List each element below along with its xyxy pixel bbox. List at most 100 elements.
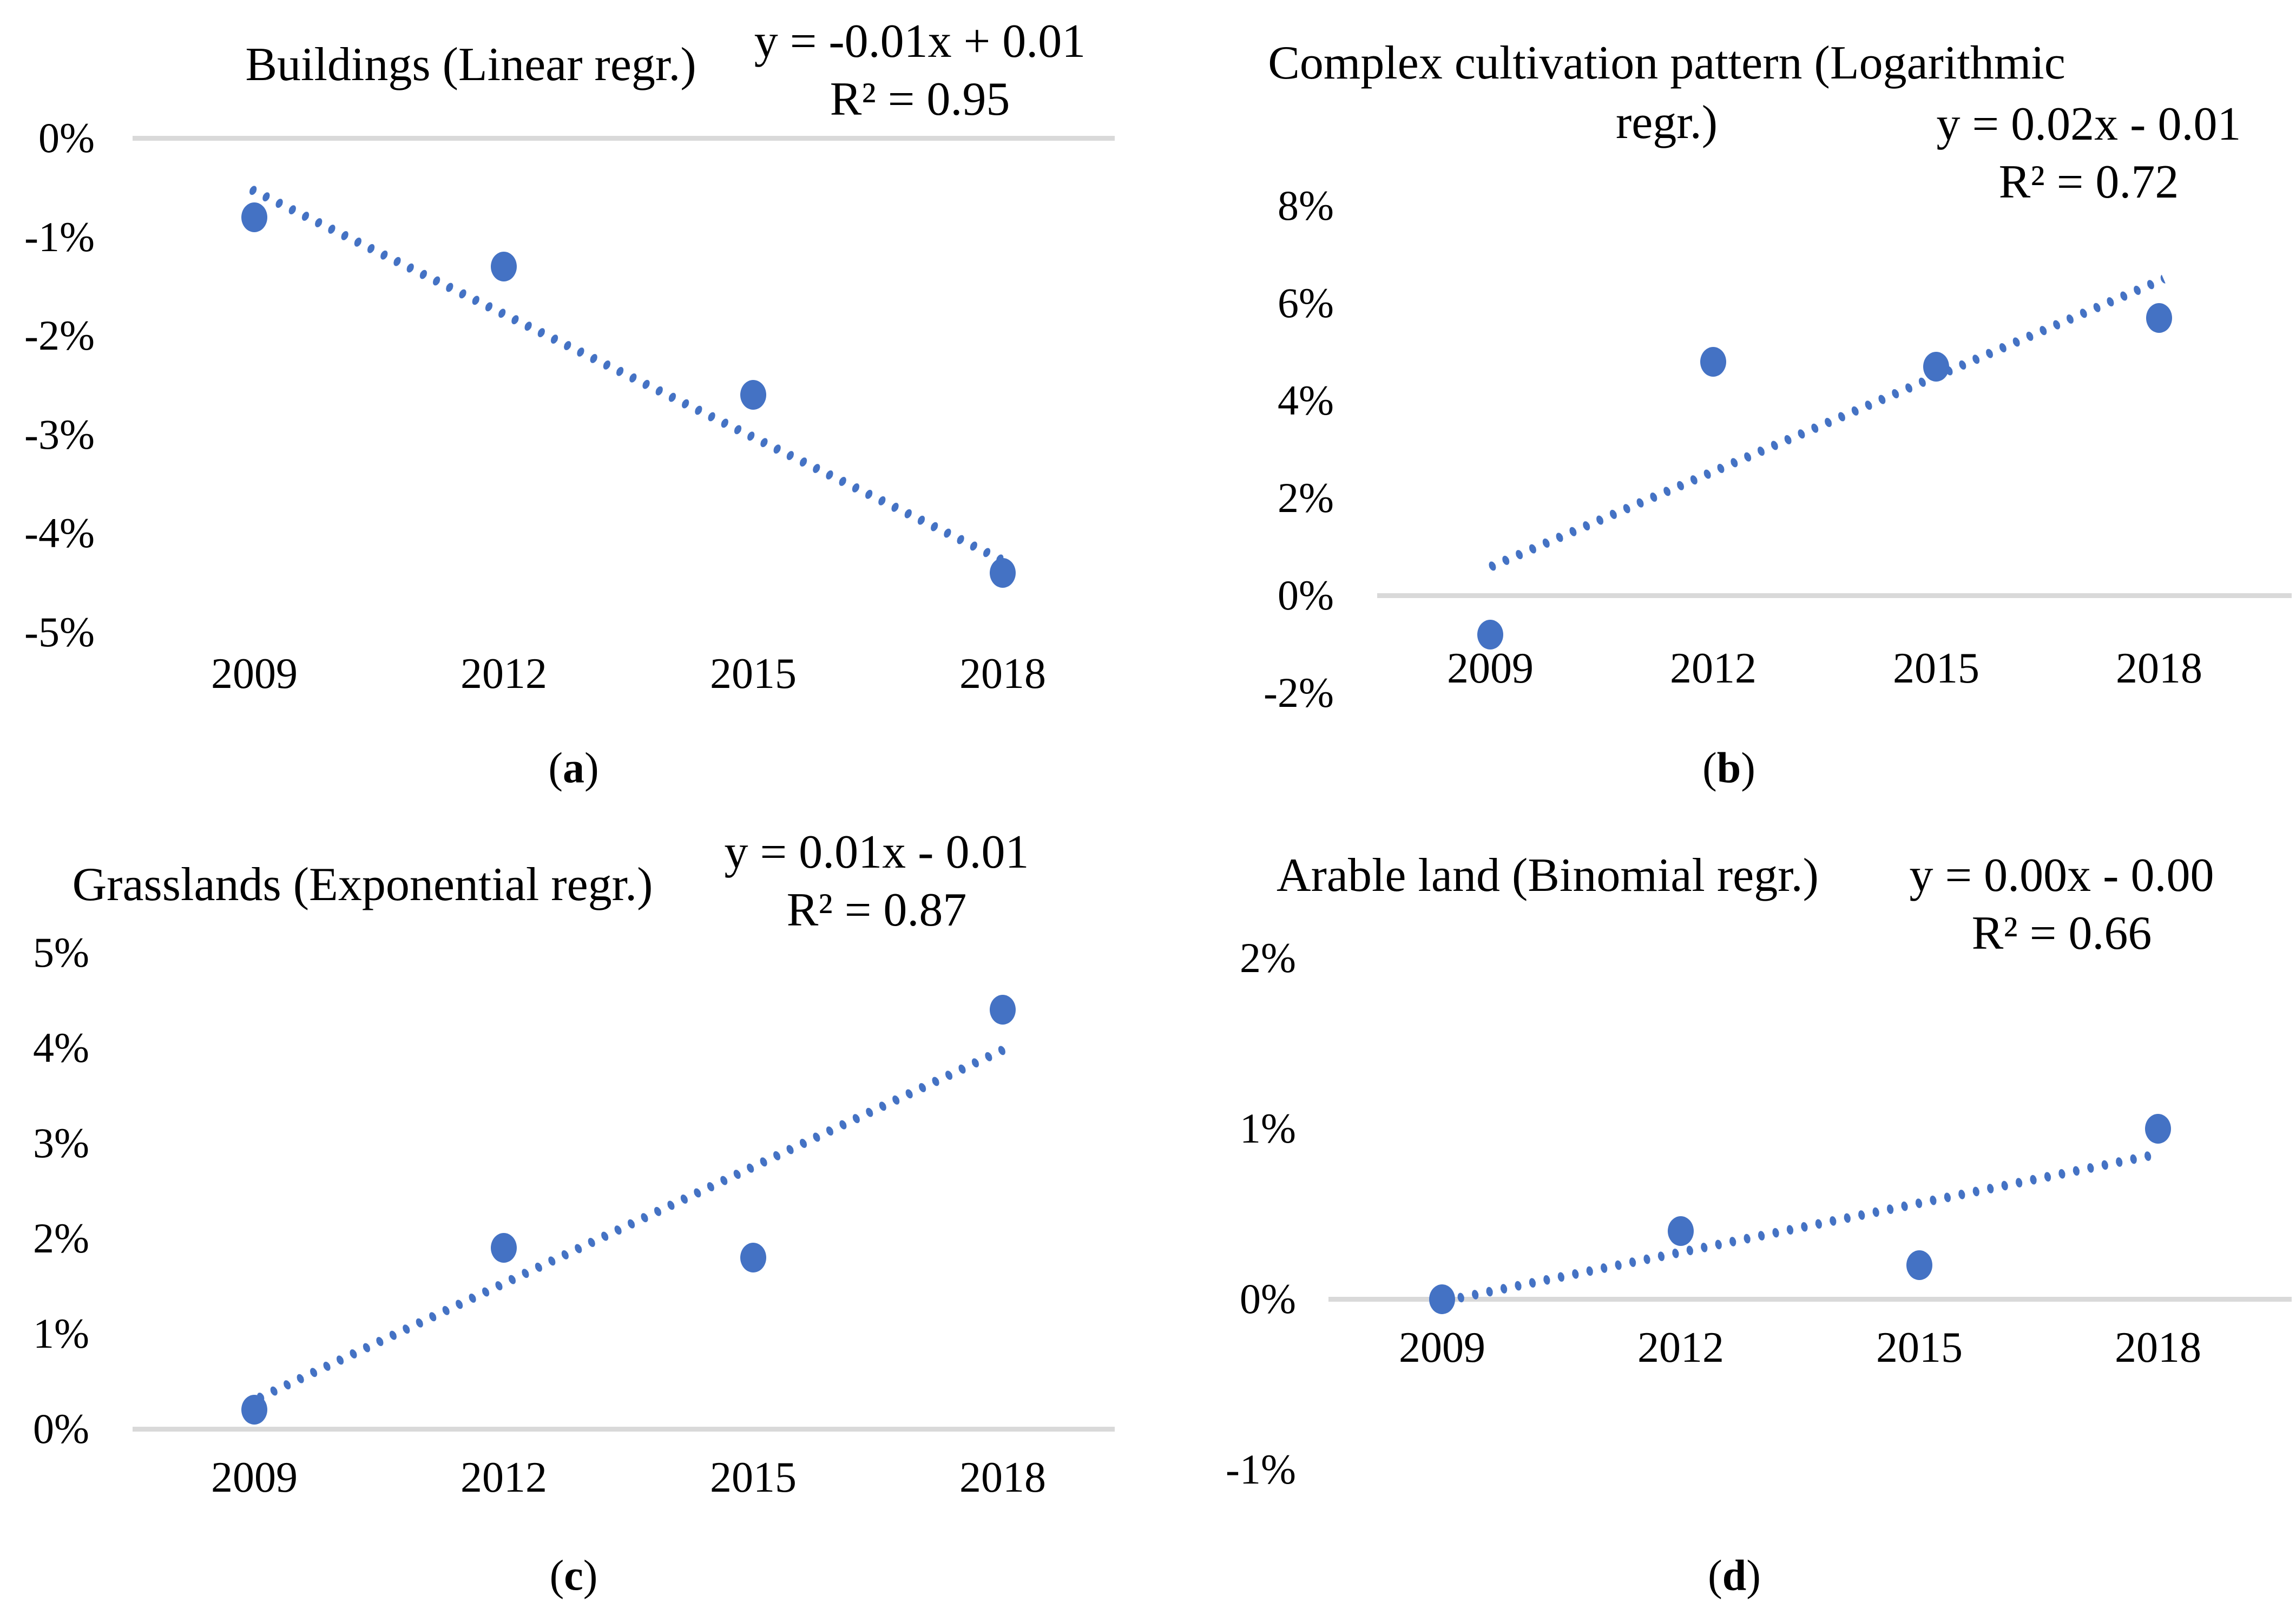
panel-caption: (b) xyxy=(1702,744,1755,793)
regression-equation: y = -0.01x + 0.01 R² = 0.95 xyxy=(754,12,1086,128)
x-axis-tick-label: 2015 xyxy=(1876,1324,1963,1372)
caption-letter: b xyxy=(1716,744,1741,792)
data-point xyxy=(1700,346,1726,377)
chart-panel-buildings: Buildings (Linear regr.) y = -0.01x + 0.… xyxy=(0,0,1147,807)
y-axis-tick-label: -1% xyxy=(1226,1446,1296,1493)
plot-area: 2% 1% 0% -1% 2009 2012 2015 2018 xyxy=(1147,806,2296,1614)
x-axis-tick-label: 2009 xyxy=(211,650,298,698)
y-axis-tick-label: 6% xyxy=(1278,279,1334,326)
y-axis-tick-label: 8% xyxy=(1278,182,1334,229)
data-point xyxy=(1477,619,1503,649)
x-axis-tick-label: 2018 xyxy=(959,1454,1046,1501)
data-point xyxy=(990,557,1016,588)
chart-title: Complex cultivation pattern (Logarithmic… xyxy=(1268,34,2065,153)
data-point xyxy=(1429,1284,1455,1314)
y-axis-tick-label: 1% xyxy=(33,1310,89,1357)
chart-title: Arable land (Binomial regr.) xyxy=(1277,846,1819,906)
data-point xyxy=(491,1233,517,1263)
chart-title-line: Grasslands (Exponential regr.) xyxy=(72,858,653,911)
x-axis-tick-label: 2018 xyxy=(2116,645,2202,692)
equation-text: y = 0.01x - 0.01 xyxy=(724,826,1029,878)
chart-title-line: Arable land (Binomial regr.) xyxy=(1277,849,1819,902)
r-squared-text: R² = 0.87 xyxy=(786,884,967,936)
trendline-dotted xyxy=(252,1042,1010,1406)
regression-equation: y = 0.00x - 0.00 R² = 0.66 xyxy=(1910,847,2214,962)
y-axis-tick-label: -5% xyxy=(24,608,95,655)
y-axis-tick-label: 2% xyxy=(1240,934,1296,981)
chart-title: Buildings (Linear regr.) xyxy=(245,35,696,95)
equation-text: y = -0.01x + 0.01 xyxy=(754,15,1086,68)
data-point xyxy=(491,251,517,281)
r-squared-text: R² = 0.95 xyxy=(830,73,1010,126)
data-point xyxy=(990,995,1016,1025)
x-axis-tick-label: 2015 xyxy=(710,650,797,698)
panel-caption: (c) xyxy=(550,1552,598,1601)
regression-equation: y = 0.02x - 0.01 R² = 0.72 xyxy=(1937,95,2241,211)
y-axis-tick-label: 2% xyxy=(33,1215,89,1262)
regression-equation: y = 0.01x - 0.01 R² = 0.87 xyxy=(725,823,1029,939)
x-axis-tick-label: 2009 xyxy=(1399,1324,1485,1372)
data-point xyxy=(2145,1113,2171,1144)
data-point xyxy=(1668,1216,1694,1246)
equation-text: y = 0.00x - 0.00 xyxy=(1909,849,2214,902)
y-axis-tick-label: -2% xyxy=(1264,669,1334,716)
equation-text: y = 0.02x - 0.01 xyxy=(1936,98,2241,150)
y-axis-tick-label: 0% xyxy=(1240,1275,1296,1322)
plot-area: 5% 4% 3% 2% 1% 0% 2009 2012 2015 2018 xyxy=(0,806,1147,1614)
caption-paren-open: ( xyxy=(548,744,563,792)
chart-title-line: regr.) xyxy=(1615,96,1718,149)
x-axis-line xyxy=(133,136,1115,141)
x-axis-tick-label: 2015 xyxy=(1893,645,1979,692)
r-squared-text: R² = 0.66 xyxy=(1971,907,2152,960)
plot-area: 0% -1% -2% -3% -4% -5% 2009 2012 2015 2018 xyxy=(0,0,1147,807)
y-axis-tick-label: 4% xyxy=(1278,377,1334,424)
data-point xyxy=(740,380,766,410)
x-axis-tick-label: 2012 xyxy=(460,650,547,698)
x-axis-tick-label: 2012 xyxy=(1637,1324,1724,1372)
caption-paren-close: ) xyxy=(1741,744,1755,792)
y-axis-tick-label: 0% xyxy=(1278,572,1334,619)
data-point xyxy=(241,202,267,232)
y-axis-tick-label: 3% xyxy=(33,1119,89,1166)
caption-paren-open: ( xyxy=(1708,1552,1722,1600)
y-axis-tick-label: -3% xyxy=(24,410,95,458)
r-squared-text: R² = 0.72 xyxy=(1998,156,2179,208)
panel-caption: (d) xyxy=(1708,1552,1761,1601)
y-axis-tick-label: 5% xyxy=(33,929,89,976)
x-axis-tick-label: 2018 xyxy=(2115,1324,2201,1372)
y-axis-tick-label: -4% xyxy=(24,509,95,557)
data-point xyxy=(740,1242,766,1272)
trendline-dotted xyxy=(1453,1149,2159,1304)
caption-paren-close: ) xyxy=(584,744,599,792)
y-axis-tick-label: -2% xyxy=(24,312,95,359)
trendline-dotted xyxy=(1483,273,2166,574)
y-axis-tick-label: -1% xyxy=(24,213,95,260)
data-point xyxy=(1906,1250,1932,1280)
x-axis-line xyxy=(1328,1297,2292,1302)
y-axis-tick-label: 0% xyxy=(33,1405,89,1452)
caption-paren-open: ( xyxy=(1702,744,1717,792)
panel-caption: (a) xyxy=(548,744,598,793)
x-axis-tick-label: 2018 xyxy=(959,650,1046,698)
chart-title: Grasslands (Exponential regr.) xyxy=(73,855,653,915)
data-point xyxy=(1923,351,1949,382)
chart-panel-complex-cultivation: Complex cultivation pattern (Logarithmic… xyxy=(1147,0,2296,807)
trendline-dotted xyxy=(244,182,1010,568)
chart-panel-grasslands: Grasslands (Exponential regr.) y = 0.01x… xyxy=(0,806,1147,1614)
data-point xyxy=(241,1395,267,1425)
caption-paren-close: ) xyxy=(583,1552,598,1600)
chart-title-line: Complex cultivation pattern (Logarithmic xyxy=(1268,37,2065,89)
chart-title-line: Buildings (Linear regr.) xyxy=(245,38,696,91)
x-axis-tick-label: 2012 xyxy=(1670,645,1756,692)
x-axis-line xyxy=(1377,593,2292,598)
y-axis-tick-label: 1% xyxy=(1240,1105,1296,1152)
x-axis-line xyxy=(133,1427,1115,1432)
x-axis-tick-label: 2012 xyxy=(460,1454,547,1501)
caption-letter: a xyxy=(563,744,584,792)
x-axis-tick-label: 2009 xyxy=(1447,645,1534,692)
caption-paren-open: ( xyxy=(549,1552,564,1600)
caption-letter: c xyxy=(564,1552,583,1600)
data-point xyxy=(2146,303,2172,333)
y-axis-tick-label: 4% xyxy=(33,1024,89,1071)
